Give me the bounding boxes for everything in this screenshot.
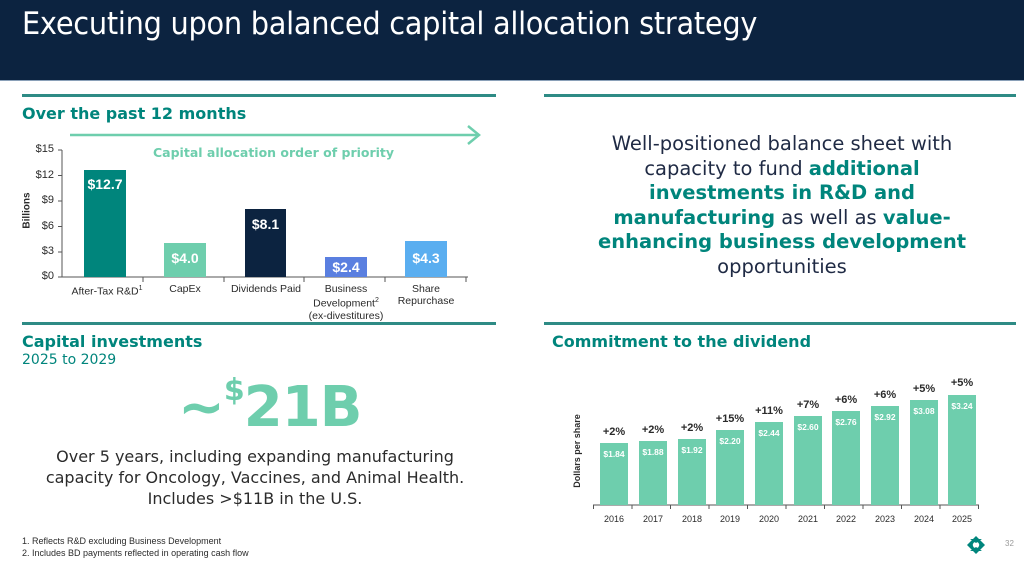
- bar-business-development: $2.4: [325, 257, 367, 277]
- bar-dividends-paid: $8.1: [245, 209, 286, 277]
- growth-label-2023: +6%: [873, 389, 897, 401]
- capital-investment-description: Over 5 years, including expanding manufa…: [45, 447, 465, 508]
- y-axis-label-dollars-per-share: Dollars per share: [572, 414, 582, 488]
- y-tick: $9: [41, 194, 54, 206]
- growth-label-2020: +11%: [755, 405, 783, 417]
- highlight-rd-manufacturing: additional investments in R&D and manufa…: [613, 156, 920, 229]
- bar-value-label: $4.3: [412, 250, 440, 266]
- dividend-bar-2020: $2.44: [755, 422, 783, 505]
- growth-label-2025: +5%: [950, 377, 974, 389]
- bar-value-label: $12.7: [87, 176, 123, 192]
- capital-investments-title: Capital investments: [22, 332, 203, 351]
- bar-value-label: $2.4: [332, 259, 360, 275]
- priority-arrow-icon: [70, 125, 481, 145]
- bar-value-label: $8.1: [251, 216, 280, 232]
- priority-arrow-label: Capital allocation order of priority: [153, 145, 395, 160]
- bar-capex: $4.0: [164, 243, 206, 277]
- dividend-title: Commitment to the dividend: [552, 332, 812, 351]
- dividend-bar-2024: $3.08: [910, 400, 938, 505]
- page-number: 32: [1005, 539, 1014, 548]
- highlight-business-development: value-enhancing business development: [597, 205, 967, 254]
- y-tick: $12: [35, 169, 54, 181]
- slide-title: Executing upon balanced capital allocati…: [22, 6, 758, 42]
- dividend-bar-2021: $2.60: [794, 416, 822, 505]
- year-label: 2024: [913, 514, 935, 524]
- dividend-bar-2019: $2.20: [716, 430, 744, 505]
- divider-top-left: [22, 94, 496, 97]
- year-label: 2023: [874, 514, 896, 524]
- year-label: 2016: [603, 514, 625, 524]
- capital-investments-subtitle: 2025 to 2029: [22, 352, 117, 368]
- growth-label-2024: +5%: [912, 383, 936, 395]
- growth-label-2018: +2%: [680, 422, 704, 434]
- dividend-bar-2025: $3.24: [948, 395, 976, 505]
- x-category-business-development: Business Development2 (ex-divestitures): [308, 283, 384, 322]
- dividend-bar-2018: $1.92: [678, 439, 706, 505]
- year-label: 2025: [951, 514, 973, 524]
- x-category-capex: CapEx: [169, 283, 201, 295]
- company-logo-icon: [967, 536, 985, 554]
- past-12-months-title: Over the past 12 months: [22, 104, 247, 123]
- year-label: 2021: [797, 514, 819, 524]
- footnote-2: 2. Includes BD payments reflected in ope…: [22, 548, 249, 558]
- capital-chart-axes: [58, 149, 468, 282]
- bar-value-label: $4.0: [171, 250, 199, 266]
- y-tick: $15: [35, 143, 54, 155]
- balance-sheet-statement: Well-positioned balance sheet with capac…: [597, 132, 967, 278]
- dividend-bar-2017: $1.88: [639, 441, 667, 505]
- divider-bottom-right: [544, 322, 1016, 325]
- dividend-bar-2022: $2.76: [832, 411, 860, 505]
- year-label: 2017: [642, 514, 664, 524]
- y-tick: $6: [41, 220, 54, 232]
- growth-label-2017: +2%: [641, 424, 665, 436]
- slide-header: Executing upon balanced capital allocati…: [0, 0, 1024, 81]
- year-label: 2019: [719, 514, 741, 524]
- dividend-bar-2016: $1.84: [600, 443, 628, 505]
- growth-label-2016: +2%: [602, 426, 626, 438]
- dividend-bar-2023: $2.92: [871, 406, 899, 505]
- divider-bottom-left: [22, 322, 496, 325]
- capital-investment-amount: ~$21B: [178, 373, 362, 440]
- x-category-after-tax-rd: After-Tax R&D1: [71, 285, 143, 298]
- year-label: 2018: [681, 514, 703, 524]
- growth-label-2021: +7%: [796, 399, 820, 411]
- growth-label-2022: +6%: [834, 394, 858, 406]
- year-label: 2020: [758, 514, 780, 524]
- x-category-dividends-paid: Dividends Paid: [230, 283, 302, 295]
- dividend-chart-axes: [593, 504, 979, 509]
- y-tick: $3: [41, 245, 54, 257]
- x-category-share-repurchase: Share Repurchase: [397, 283, 455, 307]
- year-label: 2022: [835, 514, 857, 524]
- y-tick: $0: [41, 270, 54, 282]
- growth-label-2019: +15%: [715, 413, 745, 425]
- footnote-1: 1. Reflects R&D excluding Business Devel…: [22, 536, 222, 546]
- bar-after-tax-rd: $12.7: [84, 170, 126, 277]
- bar-share-repurchase: $4.3: [405, 241, 447, 277]
- divider-top-right: [544, 94, 1016, 97]
